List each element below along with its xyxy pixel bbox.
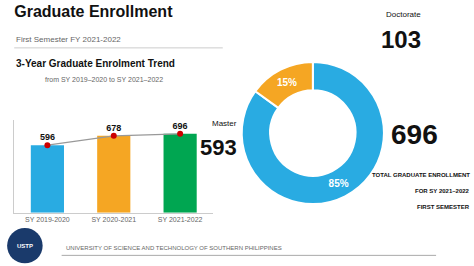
- svg-text:Doctorate: Doctorate: [386, 10, 421, 19]
- svg-text:696: 696: [391, 119, 438, 150]
- svg-text:678: 678: [106, 123, 121, 133]
- svg-text:596: 596: [40, 132, 55, 142]
- svg-text:USTP: USTP: [17, 243, 33, 249]
- svg-text:3-Year Graduate Enrolment Tren: 3-Year Graduate Enrolment Trend: [16, 58, 175, 69]
- svg-text:FIRST SEMESTER: FIRST SEMESTER: [417, 204, 470, 210]
- svg-text:Master: Master: [212, 119, 237, 128]
- svg-text:First Semester FY 2021-2022: First Semester FY 2021-2022: [16, 35, 121, 44]
- svg-text:SY 2019-2020: SY 2019-2020: [25, 216, 70, 223]
- svg-text:TOTAL GRADUATE ENROLLMENT: TOTAL GRADUATE ENROLLMENT: [372, 172, 470, 178]
- svg-text:SY 2021-2022: SY 2021-2022: [158, 216, 203, 223]
- svg-text:UNIVERSITY OF SCIENCE AND TECH: UNIVERSITY OF SCIENCE AND TECHNOLOGY OF …: [66, 245, 282, 251]
- svg-text:696: 696: [173, 121, 188, 131]
- svg-text:SY 2020-2021: SY 2020-2021: [91, 216, 136, 223]
- svg-text:85%: 85%: [329, 178, 349, 189]
- svg-text:103: 103: [381, 26, 421, 53]
- svg-text:593: 593: [200, 135, 237, 160]
- svg-text:Graduate Enrollment: Graduate Enrollment: [14, 3, 173, 20]
- svg-text:15%: 15%: [277, 77, 297, 88]
- svg-text:FOR SY 2021–2022: FOR SY 2021–2022: [415, 188, 470, 194]
- svg-text:from SY 2019–2020 to SY 2021–2: from SY 2019–2020 to SY 2021–2022: [45, 76, 163, 83]
